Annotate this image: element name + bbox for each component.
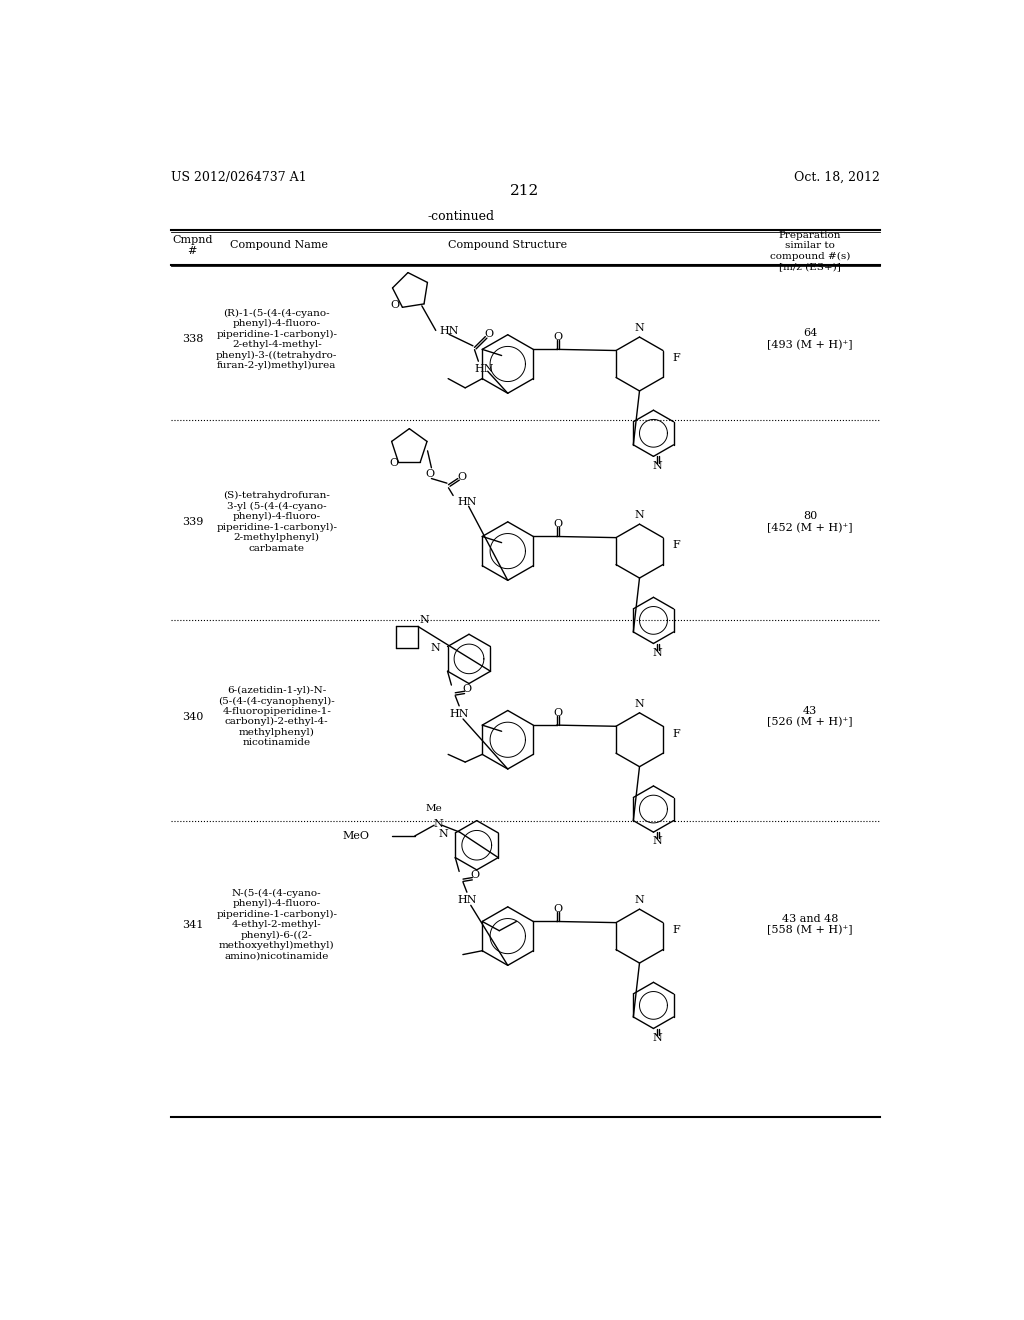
Text: F: F <box>673 729 681 739</box>
Text: F: F <box>673 352 681 363</box>
Text: O: O <box>389 458 398 467</box>
Text: N: N <box>430 643 440 653</box>
Text: O: O <box>462 684 471 694</box>
Text: F: F <box>673 925 681 935</box>
Text: N: N <box>652 837 663 846</box>
Text: HN: HN <box>458 498 477 507</box>
Text: HN: HN <box>439 326 459 337</box>
Text: 341: 341 <box>181 920 203 929</box>
Text: HN: HN <box>450 709 469 718</box>
Text: HN: HN <box>457 895 476 906</box>
Text: N-(5-(4-(4-cyano-
phenyl)-4-fluoro-
piperidine-1-carbonyl)-
4-ethyl-2-methyl-
ph: N-(5-(4-(4-cyano- phenyl)-4-fluoro- pipe… <box>216 888 337 961</box>
Text: Cmpnd
#: Cmpnd # <box>172 235 213 256</box>
Text: Preparation
similar to
compound #(s)
[m/z (ES+)]: Preparation similar to compound #(s) [m/… <box>770 231 850 271</box>
Text: N: N <box>635 323 644 333</box>
Text: N: N <box>635 700 644 709</box>
Text: Me: Me <box>426 804 442 813</box>
Text: 338: 338 <box>181 334 203 345</box>
Text: O: O <box>554 708 562 718</box>
Text: 339: 339 <box>181 517 203 527</box>
Text: O: O <box>470 870 479 880</box>
Text: -continued: -continued <box>428 210 495 223</box>
Text: HN: HN <box>474 364 494 374</box>
Text: O: O <box>554 333 562 342</box>
Text: O: O <box>554 519 562 529</box>
Text: 43
[526 (M + H)⁺]: 43 [526 (M + H)⁺] <box>767 706 853 727</box>
Text: 212: 212 <box>510 183 540 198</box>
Text: (R)-1-(5-(4-(4-cyano-
phenyl)-4-fluoro-
piperidine-1-carbonyl)-
2-ethyl-4-methyl: (R)-1-(5-(4-(4-cyano- phenyl)-4-fluoro- … <box>216 309 338 370</box>
Text: 340: 340 <box>181 711 203 722</box>
Text: 64
[493 (M + H)⁺]: 64 [493 (M + H)⁺] <box>767 329 853 350</box>
Text: O: O <box>425 469 434 479</box>
Text: Compound Structure: Compound Structure <box>449 240 567 251</box>
Text: MeO: MeO <box>343 832 370 841</box>
Text: 43 and 48
[558 (M + H)⁺]: 43 and 48 [558 (M + H)⁺] <box>767 913 853 936</box>
Text: N: N <box>635 895 644 906</box>
Text: F: F <box>673 540 681 550</box>
Text: O: O <box>458 473 467 482</box>
Text: US 2012/0264737 A1: US 2012/0264737 A1 <box>171 172 306 185</box>
Text: Compound Name: Compound Name <box>230 240 328 251</box>
Text: 6-(azetidin-1-yl)-N-
(5-(4-(4-cyanophenyl)-
4-fluoropiperidine-1-
carbonyl)-2-et: 6-(azetidin-1-yl)-N- (5-(4-(4-cyanopheny… <box>218 686 335 747</box>
Text: O: O <box>554 904 562 915</box>
Text: N: N <box>652 648 663 657</box>
Text: 80
[452 (M + H)⁺]: 80 [452 (M + H)⁺] <box>767 511 853 533</box>
Text: N: N <box>652 1032 663 1043</box>
Text: N: N <box>652 461 663 471</box>
Text: O: O <box>391 300 400 310</box>
Text: N: N <box>635 511 644 520</box>
Text: N: N <box>433 818 442 829</box>
Text: O: O <box>484 329 493 338</box>
Text: N: N <box>420 615 429 624</box>
Text: (S)-tetrahydrofuran-
3-yl (5-(4-(4-cyano-
phenyl)-4-fluoro-
piperidine-1-carbony: (S)-tetrahydrofuran- 3-yl (5-(4-(4-cyano… <box>216 491 337 553</box>
Text: Oct. 18, 2012: Oct. 18, 2012 <box>794 172 880 185</box>
Text: N: N <box>438 829 449 840</box>
